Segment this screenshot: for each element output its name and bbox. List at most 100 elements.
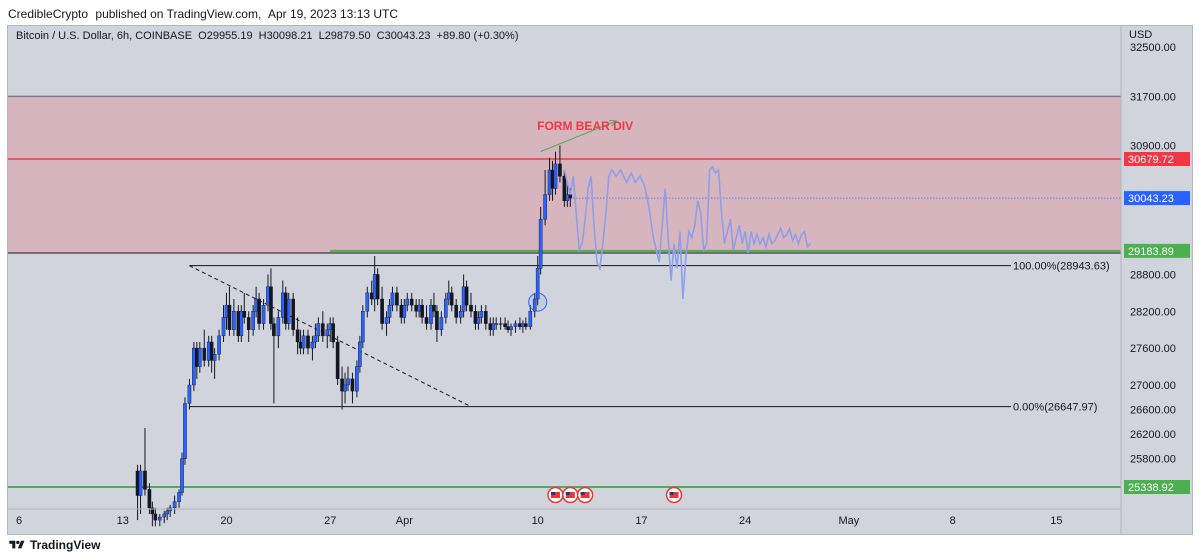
price-tag-support: [1124, 243, 1190, 258]
candle-body: [224, 304, 229, 318]
price-axis[interactable]: [1121, 26, 1192, 534]
candle-body: [484, 311, 488, 324]
flag-stripes: [580, 492, 590, 498]
ohlc-high: H30098.21: [258, 30, 313, 42]
chart-panel[interactable]: Bitcoin / U.S. Dollar, 6h, COINBASE O299…: [7, 25, 1193, 535]
x-tick-label: May: [839, 515, 860, 527]
symbol-name: Bitcoin / U.S. Dollar, 6h, COINBASE: [16, 30, 193, 42]
candle-body: [306, 335, 310, 349]
candle-body: [535, 268, 540, 300]
candle-body: [444, 298, 448, 318]
price-tag-label: 30679.72: [1128, 154, 1174, 166]
currency-label: USD: [1129, 29, 1152, 41]
divergence-arrow-head: [609, 119, 618, 127]
x-tick-label: 17: [635, 515, 647, 527]
candle-body: [310, 341, 315, 349]
candle-body: [227, 304, 232, 330]
candle-body: [479, 311, 484, 318]
candle-body: [384, 317, 389, 324]
candle-body: [473, 311, 478, 324]
candle-body: [298, 341, 303, 349]
candle-body: [439, 317, 444, 330]
fib-level-label: 0.00%(26647.97): [1013, 402, 1097, 414]
price-tag-label: 30043.23: [1128, 193, 1174, 205]
fib-level-label: 100.00%(28943.63): [1013, 261, 1110, 273]
candle-body: [550, 169, 555, 189]
candle-body: [365, 292, 370, 312]
breakout-circle-marker: [528, 292, 548, 312]
ohlc-low: L29879.50: [318, 30, 371, 42]
published-text: published on TradingView.com,: [95, 7, 262, 21]
y-tick-label: 27000.00: [1130, 380, 1176, 392]
candle-body: [449, 292, 454, 306]
y-tick-label: 28800.00: [1130, 269, 1176, 281]
candle-body: [375, 274, 380, 300]
price-tag-last: [1124, 191, 1190, 206]
price-chart[interactable]: 100.00%(28943.63) 0.00%(26647.97) FORM BEA…: [8, 26, 1192, 534]
candle-body: [335, 341, 340, 380]
y-tick-label: 26200.00: [1130, 429, 1176, 441]
x-tick-label: 15: [1050, 515, 1062, 527]
candle-body: [476, 317, 481, 324]
candle-body: [390, 292, 395, 306]
projection-path: [563, 165, 811, 300]
candle-body: [380, 298, 384, 324]
candle-body: [239, 311, 244, 337]
candle-body: [417, 304, 421, 312]
candle-body: [355, 366, 359, 392]
candle-body: [405, 298, 410, 306]
brand-name: TradingView: [30, 538, 101, 552]
candle-body: [236, 311, 241, 337]
bear-div-annotation: FORM BEAR DIV: [537, 119, 633, 133]
candle-body: [180, 458, 184, 493]
candle-body: [172, 501, 177, 509]
candle-body: [165, 510, 170, 515]
y-tick-label: 25800.00: [1130, 454, 1176, 466]
flag-canton: [669, 492, 674, 495]
y-tick-label: 31700.00: [1130, 91, 1176, 103]
candle-body: [328, 323, 333, 330]
candle-body: [192, 347, 196, 386]
candle-body: [295, 329, 300, 343]
candle-body: [424, 317, 429, 324]
footer-brand: TradingView: [8, 538, 100, 552]
flag-stripes: [669, 492, 679, 498]
candle-body: [469, 304, 473, 312]
candle-body: [266, 286, 270, 306]
x-tick-label: 24: [739, 515, 751, 527]
candle-body: [346, 378, 350, 386]
candle-body: [491, 323, 496, 330]
candle-body: [135, 470, 140, 496]
candle-body: [461, 286, 466, 312]
candle-body: [269, 286, 273, 324]
candle-body: [518, 323, 522, 327]
candle-body: [212, 354, 217, 361]
candle-body: [402, 304, 407, 318]
candle-body: [498, 323, 503, 325]
candle-body: [369, 292, 374, 300]
candle-body: [195, 347, 199, 367]
candle-body: [153, 513, 158, 521]
price-tag-label: 29183.89: [1128, 246, 1174, 258]
divergence-arrow-line: [540, 120, 617, 153]
candle-body: [420, 304, 424, 318]
candle-body: [503, 323, 507, 327]
candle-body: [361, 311, 365, 343]
y-tick-label: 28200.00: [1130, 306, 1176, 318]
candle-body: [343, 384, 347, 392]
candle-body: [286, 298, 291, 324]
flag-stripes: [550, 492, 560, 498]
candle-body: [528, 311, 533, 327]
candle-body: [313, 335, 318, 343]
candle-body: [543, 194, 547, 220]
candle-body: [202, 347, 207, 361]
candle-body: [454, 304, 458, 318]
candle-body: [251, 311, 255, 330]
candle-body: [183, 403, 187, 459]
candle-body: [325, 329, 330, 337]
publish-datetime: Apr 19, 2023 13:13 UTC: [267, 7, 399, 21]
x-tick-label: 6: [16, 515, 22, 527]
author-name[interactable]: CredibleCrypto: [8, 7, 89, 21]
candle-body: [217, 335, 221, 355]
candle-body: [261, 304, 266, 324]
